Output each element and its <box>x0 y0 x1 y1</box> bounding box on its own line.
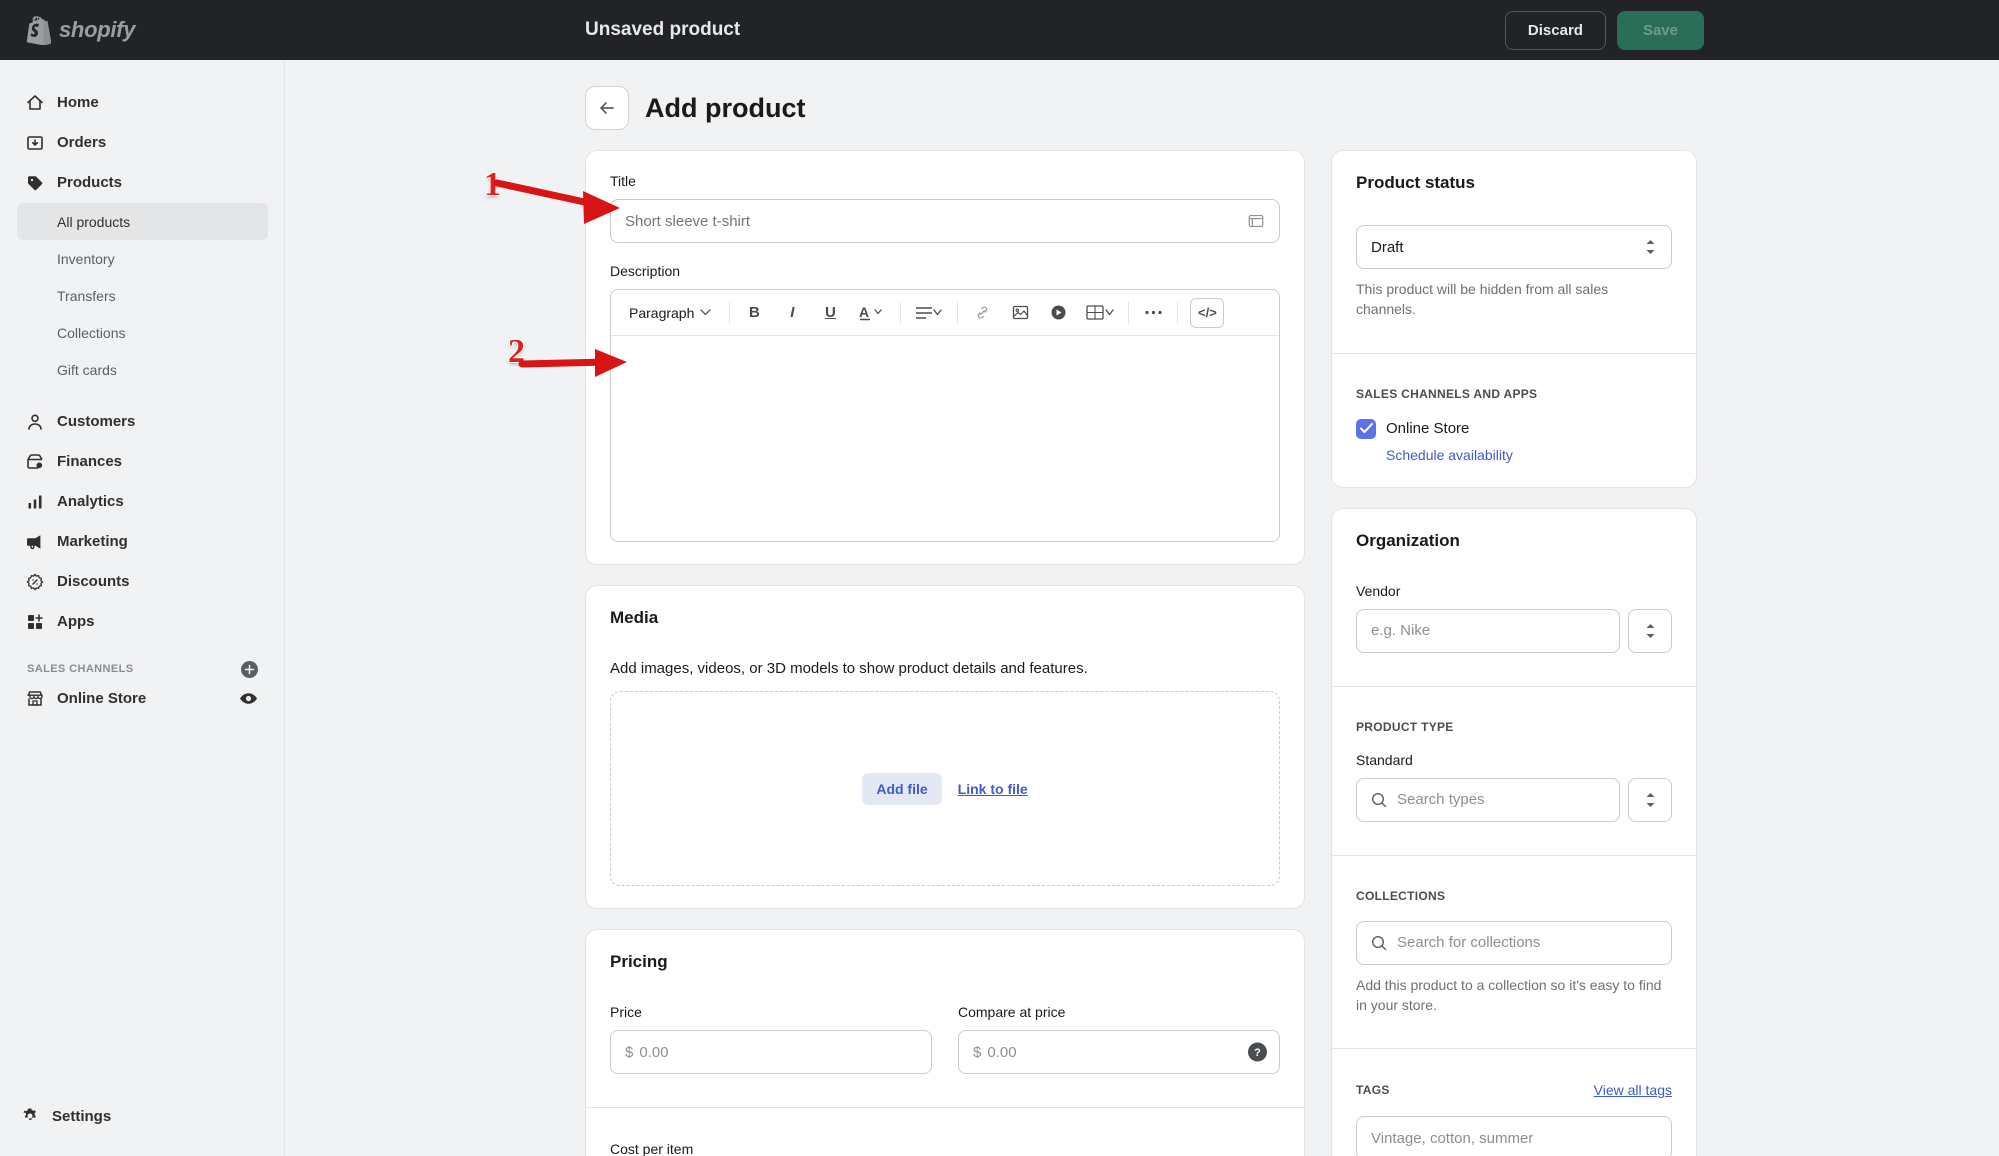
svg-text:?: ? <box>1254 1047 1261 1059</box>
svg-text:A: A <box>859 304 869 320</box>
